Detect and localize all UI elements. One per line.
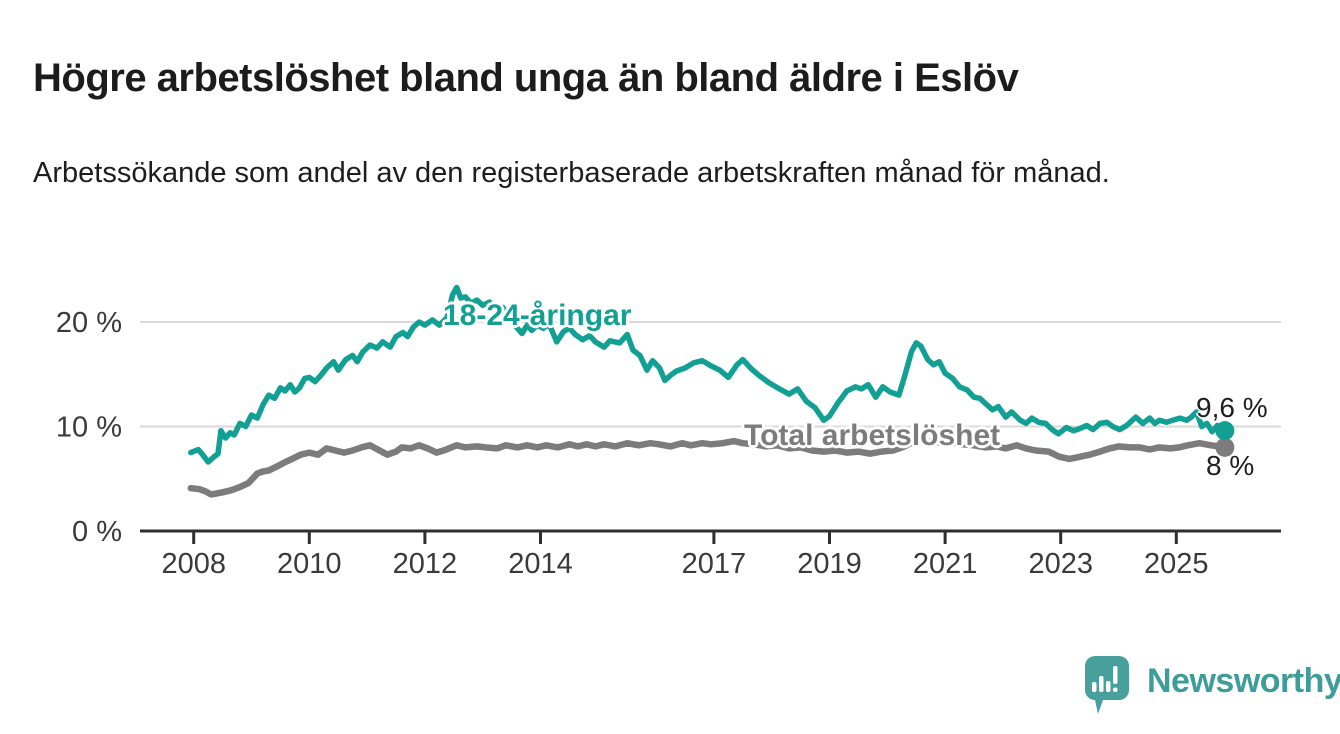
y-tick-label-0: 0 % [72,516,122,548]
page-title: Högre arbetslöshet bland unga än bland ä… [33,55,1019,100]
x-tick-label-2025: 2025 [1144,548,1209,580]
series-line-young [188,284,1228,465]
series-line-total [187,436,1229,498]
y-tick-label-20: 20 % [56,307,122,339]
end-value-young: 9,6 % [1196,392,1268,423]
y-tick-label-10: 10 % [56,412,122,444]
x-tick-label-2021: 2021 [913,548,978,580]
x-tick-label-2019: 2019 [797,548,862,580]
brand-name: Newsworthy [1147,662,1340,700]
subtitle: Arbetssökande som andel av den registerb… [33,157,1110,189]
x-tick-label-2017: 2017 [682,548,747,580]
x-tick-label-2010: 2010 [277,548,342,580]
end-dot-young [1215,421,1235,441]
series-label-total: Total arbetslöshet [744,419,1001,452]
x-tick-label-2008: 2008 [161,548,226,580]
x-tick-label-2014: 2014 [508,548,573,580]
x-tick-label-2023: 2023 [1028,548,1093,580]
newsworthy-logo: Newsworthy [1085,656,1340,718]
end-dot-total [1215,437,1235,457]
speech-bubble-bar-chart-icon [1085,656,1129,714]
x-tick-label-2012: 2012 [393,548,458,580]
end-value-total: 8 % [1206,450,1255,481]
series-label-young: 18-24-åringar [443,299,632,332]
